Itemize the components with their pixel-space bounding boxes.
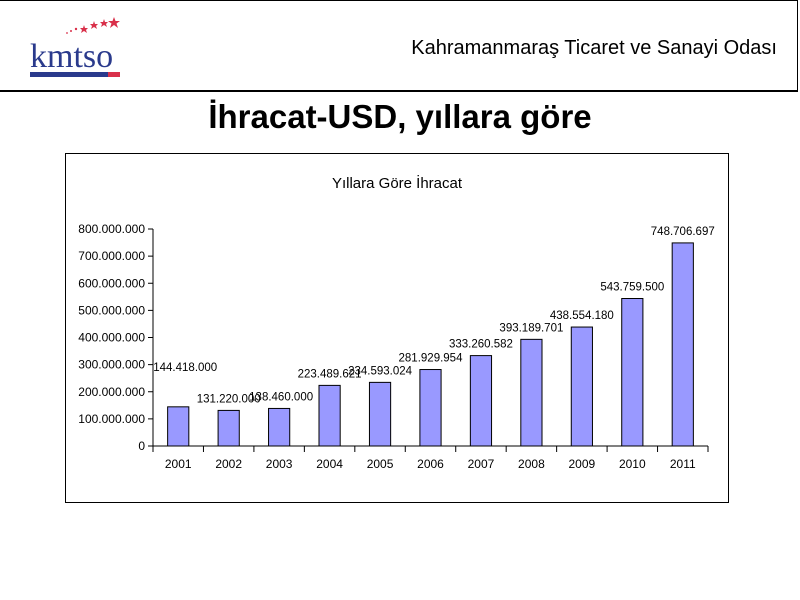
data-label: 281.929.954 xyxy=(399,353,464,365)
logo-underline xyxy=(30,72,108,77)
y-tick-label: 0 xyxy=(138,439,145,453)
data-label: 144.418.000 xyxy=(153,362,217,374)
y-tick-label: 100.000.000 xyxy=(78,412,145,426)
header-bar: kmtso Kahramanmaraş Ticaret ve Sanayi Od… xyxy=(0,0,798,92)
bars xyxy=(167,242,694,447)
y-tick-label: 800.000.000 xyxy=(78,222,145,236)
y-tick-label: 400.000.000 xyxy=(78,331,145,345)
y-tick-label: 200.000.000 xyxy=(78,385,145,399)
x-tick-label: 2005 xyxy=(367,457,394,471)
org-name: Kahramanmaraş Ticaret ve Sanayi Odası xyxy=(411,37,777,59)
x-axis: 2001 2002 2003 2004 2005 2006 2007 2008 2009 2010… xyxy=(152,445,709,471)
x-tick-label: 2002 xyxy=(215,457,242,471)
x-tick-label: 2011 xyxy=(670,457,696,471)
data-label: 138.460.000 xyxy=(249,391,313,403)
y-tick-label: 700.000.000 xyxy=(78,249,145,263)
bar-2008 xyxy=(520,338,543,447)
bar-2002 xyxy=(217,409,240,447)
x-tick-label: 2003 xyxy=(266,457,293,471)
chart-container: Yıllara Göre İhracat 0 100.000.000 200.000… xyxy=(65,153,729,503)
chart-title: Yıllara Göre İhracat xyxy=(332,174,463,192)
y-axis: 0 100.000.000 200.000.000 300.000.000 400.00… xyxy=(78,222,154,453)
data-label: 748.706.697 xyxy=(651,226,715,238)
logo-wordmark: kmtso xyxy=(30,38,113,75)
logo-badge-bg xyxy=(108,72,120,77)
bar-2003 xyxy=(268,407,291,447)
bar-2009 xyxy=(570,326,593,447)
y-tick-label: 300.000.000 xyxy=(78,358,145,372)
data-label: 234.593.024 xyxy=(348,365,413,377)
bar-2005 xyxy=(368,381,392,447)
data-label: 131.220.000 xyxy=(197,393,261,405)
x-tick-label: 2001 xyxy=(165,457,192,471)
data-label: 223.489.621 xyxy=(298,368,362,380)
kmtso-logo: kmtso xyxy=(30,17,120,77)
bar-chart: Yıllara Göre İhracat 0 100.000.000 200.000… xyxy=(78,174,714,471)
x-tick-label: 2006 xyxy=(417,457,444,471)
y-tick-label: 600.000.000 xyxy=(78,276,145,290)
x-tick-label: 2010 xyxy=(619,457,646,471)
slide-title: İhracat-USD, yıllara göre xyxy=(208,98,592,135)
data-label: 438.554.180 xyxy=(550,310,614,322)
y-tick-label: 500.000.000 xyxy=(78,303,145,317)
star-arc-icon xyxy=(66,17,120,34)
bar-2007 xyxy=(469,355,493,447)
data-label: 333.260.582 xyxy=(449,339,513,351)
x-tick-label: 2004 xyxy=(316,457,343,471)
bar-2001 xyxy=(167,406,190,447)
data-label: 393.189.701 xyxy=(499,322,563,334)
bar-2011 xyxy=(671,242,694,447)
x-tick-label: 2009 xyxy=(569,457,596,471)
x-tick-label: 2007 xyxy=(468,457,495,471)
bar-2006 xyxy=(419,369,442,447)
data-label: 543.759.500 xyxy=(600,282,664,294)
bar-2010 xyxy=(621,298,644,447)
x-tick-label: 2008 xyxy=(518,457,545,471)
bar-2004 xyxy=(318,384,341,447)
